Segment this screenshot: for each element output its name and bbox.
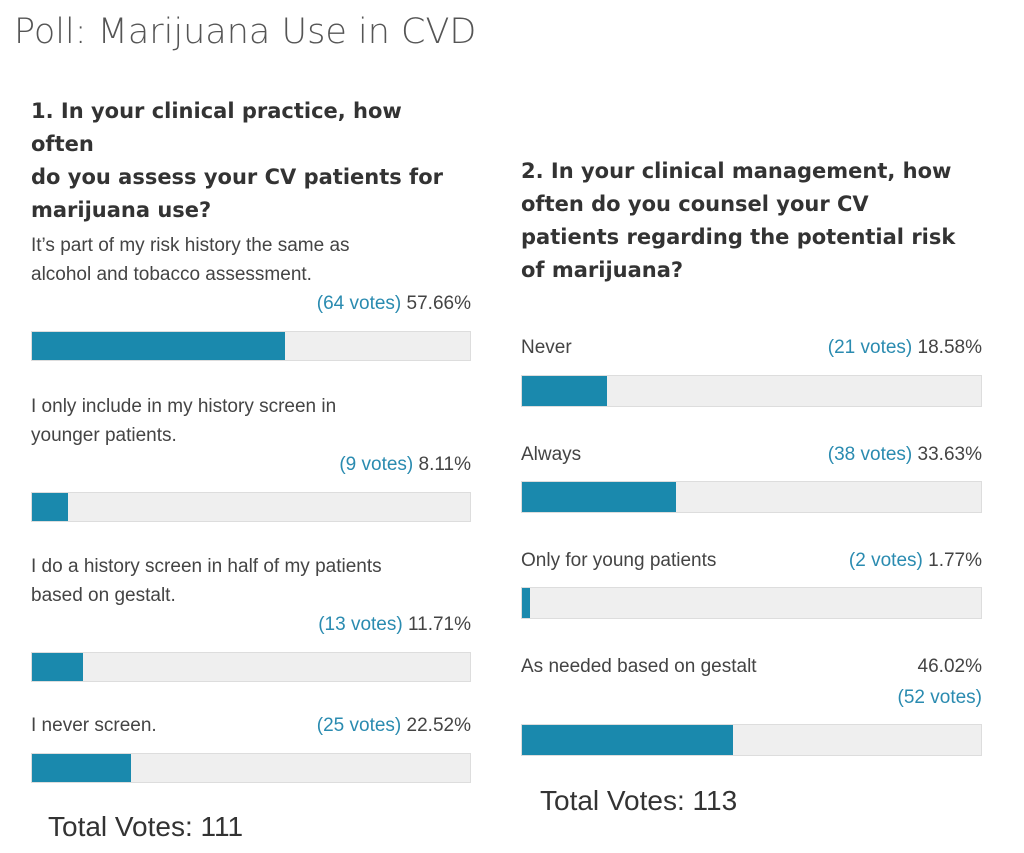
result-bar-fill — [522, 588, 531, 618]
vote-percent: 8.11% — [418, 454, 471, 475]
vote-count: (64 votes) — [316, 293, 402, 314]
result-bar-fill — [522, 725, 734, 755]
result-bar-fill — [32, 754, 131, 782]
result-bar — [31, 753, 471, 783]
poll-2-option-1: Never (21 votes) 18.58% — [521, 333, 982, 362]
result-bar — [521, 587, 982, 619]
result-bar — [521, 375, 982, 407]
option-label: I do a history screen in half of my pati… — [31, 556, 382, 577]
vote-count: (38 votes) — [827, 444, 913, 465]
vote-count: (2 votes) — [848, 550, 923, 571]
question-line: 2. In your clinical management, how — [521, 159, 952, 183]
result-bar-fill — [522, 482, 677, 512]
option-label: I never screen. — [31, 715, 157, 736]
poll-2-total-votes: Total Votes: 113 — [540, 785, 738, 816]
result-bar — [521, 481, 982, 513]
vote-count: (9 votes) — [339, 454, 414, 475]
poll-2-question: 2. In your clinical management, how ofte… — [521, 155, 982, 287]
result-bar — [31, 652, 471, 682]
question-line: patients regarding the potential risk — [521, 225, 956, 249]
vote-percent: 1.77% — [928, 550, 982, 571]
result-bar-fill — [32, 493, 68, 521]
poll-1-option-2: I only include in my history screen in y… — [31, 392, 471, 479]
vote-percent: 46.02% — [917, 656, 982, 677]
question-line: of marijuana? — [521, 258, 684, 282]
option-label: Never — [521, 337, 572, 358]
vote-count: (13 votes) — [318, 614, 403, 635]
option-label: alcohol and tobacco assessment. — [31, 264, 312, 285]
page-title: Poll: Marijuana Use in CVD — [14, 12, 477, 52]
option-label: Always — [521, 444, 582, 465]
vote-count: (25 votes) — [316, 715, 402, 736]
poll-1-total-votes: Total Votes: 111 — [48, 811, 244, 842]
poll-2-option-3: Only for young patients (2 votes) 1.77% — [521, 546, 982, 575]
result-bar — [31, 492, 471, 522]
poll-1-option-1: It’s part of my risk history the same as… — [31, 231, 471, 318]
option-label: Only for young patients — [521, 550, 717, 571]
vote-percent: 57.66% — [406, 293, 471, 314]
option-label: I only include in my history screen in — [31, 396, 337, 417]
option-label: It’s part of my risk history the same as — [31, 235, 350, 256]
result-bar — [31, 331, 471, 361]
poll-1-question: 1. In your clinical practice, how often … — [31, 95, 471, 227]
poll-2-option-2: Always (38 votes) 33.63% — [521, 440, 982, 469]
option-label: based on gestalt. — [31, 585, 176, 606]
option-label: younger patients. — [31, 425, 177, 446]
vote-percent: 11.71% — [407, 614, 471, 635]
vote-percent: 22.52% — [406, 715, 471, 736]
vote-count: (21 votes) — [827, 337, 913, 358]
result-bar-fill — [522, 376, 608, 406]
result-bar-fill — [32, 653, 84, 681]
result-bar — [521, 724, 982, 756]
vote-count: (52 votes) — [897, 687, 982, 708]
question-line: often do you counsel your CV — [521, 192, 869, 216]
vote-percent: 18.58% — [917, 337, 982, 358]
question-line: do you assess your CV patients for — [31, 165, 443, 189]
poll-1-option-4: I never screen. (25 votes) 22.52% — [31, 711, 471, 740]
question-line: 1. In your clinical practice, how often — [31, 99, 402, 156]
option-label: As needed based on gestalt — [521, 656, 757, 677]
poll-1-option-3: I do a history screen in half of my pati… — [31, 552, 471, 639]
vote-percent: 33.63% — [917, 444, 982, 465]
poll-2-option-4: As needed based on gestalt 46.02% (52 vo… — [521, 652, 982, 712]
result-bar-fill — [32, 332, 285, 360]
question-line: marijuana use? — [31, 198, 212, 222]
